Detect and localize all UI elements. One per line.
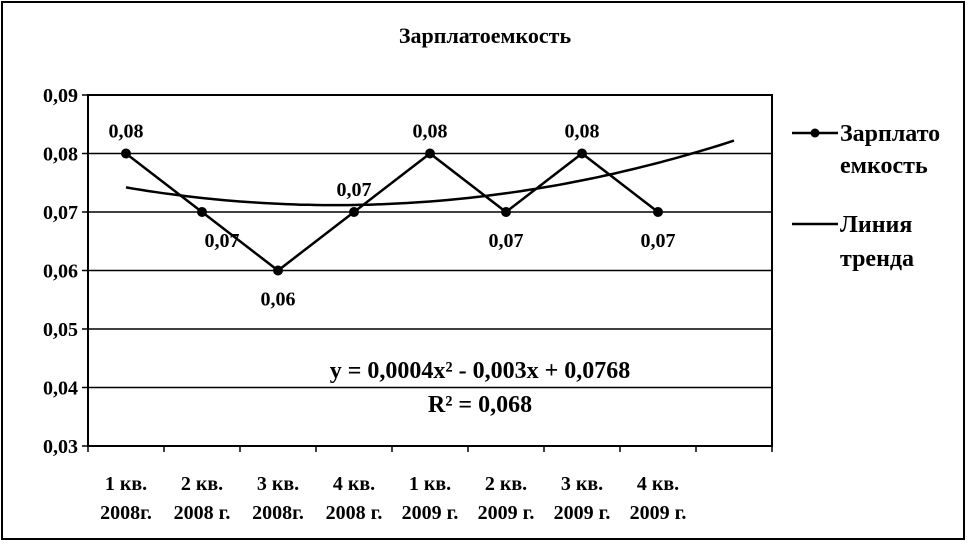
series-marker bbox=[577, 148, 587, 159]
y-axis: 0,03 0,04 0,05 0,06 0,07 0,08 0,09 bbox=[43, 85, 88, 458]
data-labels: 0,08 0,07 0,06 0,07 0,08 0,07 0,08 0,07 bbox=[109, 121, 676, 311]
data-label: 0,08 bbox=[413, 121, 448, 143]
y-tick-label: 0,09 bbox=[43, 85, 78, 107]
legend-trend-label-2: тренда bbox=[840, 246, 914, 272]
x-tick-label: 1 кв. bbox=[105, 473, 147, 495]
y-tick-label: 0,08 bbox=[43, 144, 78, 166]
series-marker bbox=[273, 265, 283, 276]
data-label: 0,08 bbox=[565, 121, 600, 143]
x-tick-label: 3 кв. bbox=[561, 473, 603, 495]
x-tick-label: 2 кв. bbox=[485, 473, 527, 495]
x-tick-label: 2009 г. bbox=[402, 502, 459, 524]
trend-equation: y = 0,0004x² - 0,003x + 0,0768 R² = 0,06… bbox=[330, 358, 631, 418]
x-tick-label: 2008 г. bbox=[174, 502, 231, 524]
series-marker bbox=[197, 207, 207, 217]
series-line bbox=[125, 151, 659, 273]
y-tick-label: 0,07 bbox=[43, 202, 78, 224]
y-tick-label: 0,04 bbox=[43, 378, 78, 400]
series-markers bbox=[121, 148, 663, 276]
data-label: 0,07 bbox=[489, 230, 524, 252]
series-marker bbox=[349, 207, 359, 217]
x-tick-label: 4 кв. bbox=[333, 473, 375, 495]
data-label: 0,06 bbox=[261, 289, 296, 311]
x-tick-label: 2008 г. bbox=[326, 502, 383, 524]
legend-series-label-1: Зарплато bbox=[840, 121, 940, 147]
series-marker bbox=[425, 148, 435, 159]
x-tick-label: 2009 г. bbox=[554, 502, 611, 524]
legend: Зарплато емкость Линия тренда bbox=[792, 121, 940, 272]
x-tick-label: 3 кв. bbox=[257, 473, 299, 495]
x-tick-label: 2008г. bbox=[100, 502, 152, 524]
data-label: 0,07 bbox=[205, 230, 240, 252]
legend-trend-label-1: Линия bbox=[840, 212, 912, 238]
series-marker bbox=[121, 148, 131, 159]
chart-title: Зарплатоемкость bbox=[399, 23, 572, 48]
trend-line bbox=[125, 139, 735, 207]
data-label: 0,07 bbox=[337, 179, 372, 201]
trend-equation-text: y = 0,0004x² - 0,003x + 0,0768 bbox=[330, 358, 631, 384]
y-tick-label: 0,03 bbox=[43, 436, 78, 458]
y-tick-label: 0,06 bbox=[43, 261, 78, 283]
x-tick-label: 2009 г. bbox=[630, 502, 687, 524]
trend-r2-text: R² = 0,068 bbox=[428, 392, 532, 418]
x-tick-label: 2 кв. bbox=[181, 473, 223, 495]
x-axis: 1 кв. 2008г. 2 кв. 2008 г. 3 кв. 2008г. 4 кв. 2… bbox=[87, 446, 773, 524]
x-tick-label: 2008г. bbox=[252, 502, 304, 524]
y-tick-label: 0,05 bbox=[43, 319, 78, 341]
legend-series-label-2: емкость bbox=[840, 153, 928, 179]
legend-series-marker bbox=[810, 128, 820, 138]
data-label: 0,08 bbox=[109, 121, 144, 143]
series-marker bbox=[501, 207, 511, 217]
x-tick-label: 1 кв. bbox=[409, 473, 451, 495]
x-tick-label: 2009 г. bbox=[478, 502, 535, 524]
series-marker bbox=[653, 207, 663, 217]
x-tick-label: 4 кв. bbox=[637, 473, 679, 495]
data-label: 0,07 bbox=[641, 230, 676, 252]
